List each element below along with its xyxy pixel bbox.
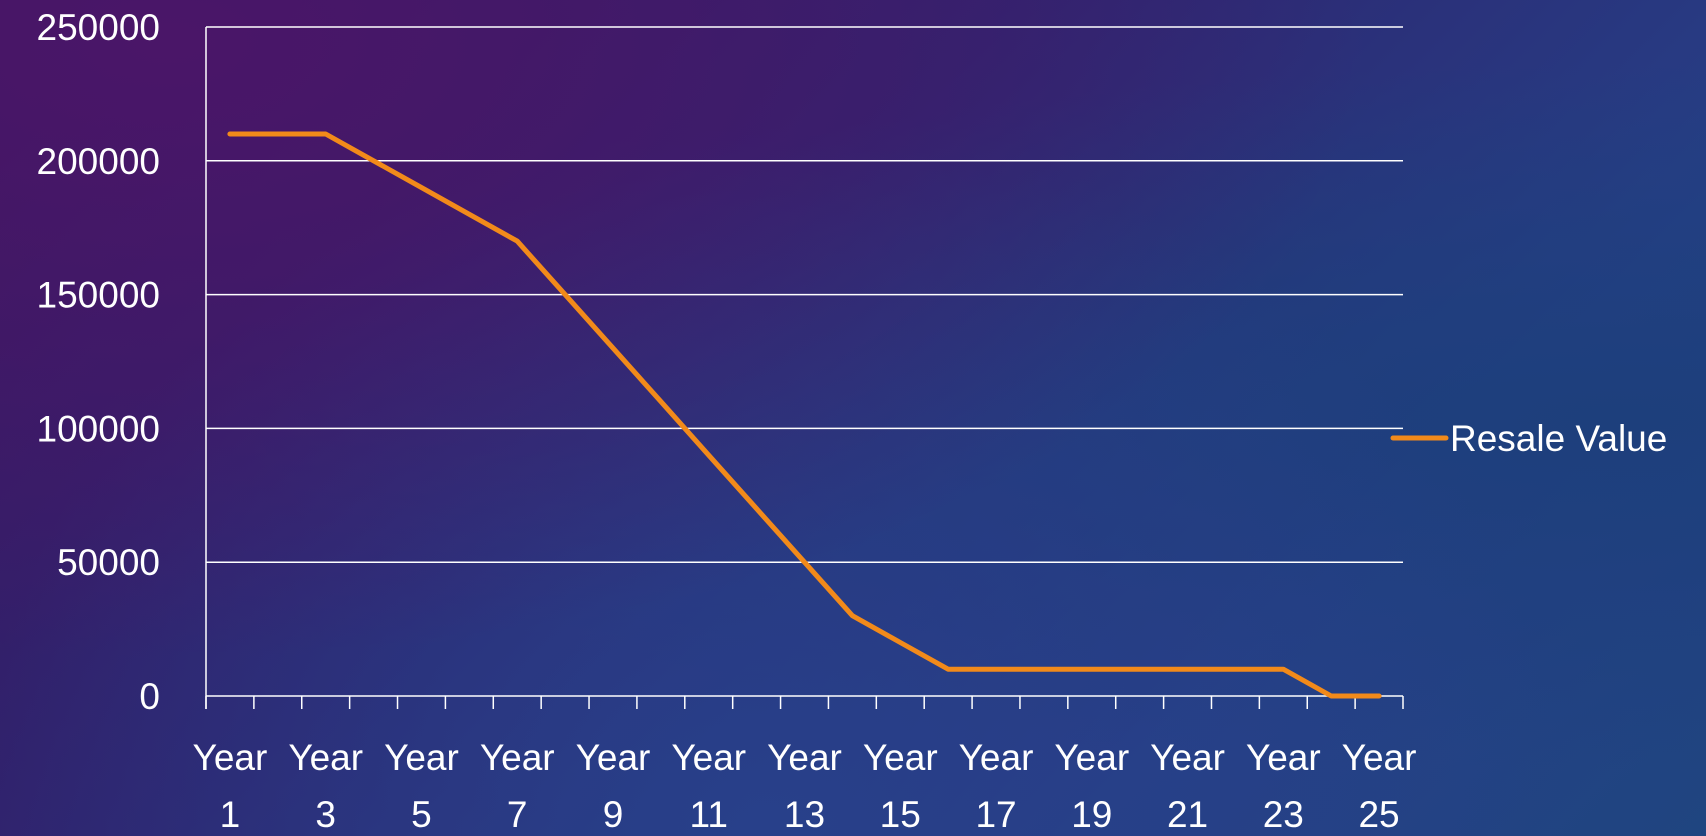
x-tick-label-line1: Year (1054, 737, 1129, 778)
x-tick-label-line1: Year (1246, 737, 1321, 778)
x-tick-label-year-5: Year 5 (384, 737, 459, 835)
series-line-resale-value (230, 134, 1379, 696)
x-tick-label-line1: Year (959, 737, 1034, 778)
x-tick-label-line2: 5 (411, 794, 432, 835)
x-tick-label-line2: 19 (1071, 794, 1112, 835)
x-tick-label-year-9: Year 9 (576, 737, 651, 835)
x-tick-label-year-11: Year 11 (671, 737, 746, 835)
x-tick-label-line1: Year (863, 737, 938, 778)
x-tick-label-line1: Year (480, 737, 555, 778)
x-tick-label-year-1: Year 1 (193, 737, 268, 835)
x-tick-label-line1: Year (384, 737, 459, 778)
y-tick-label-50000: 50000 (57, 542, 160, 583)
x-tick-label-line2: 15 (880, 794, 921, 835)
x-tick-label-line2: 11 (690, 794, 728, 835)
y-tick-label-250000: 250000 (37, 7, 160, 48)
x-tick-label-line2: 3 (315, 794, 336, 835)
x-tick-label-year-17: Year 17 (959, 737, 1034, 835)
x-tick-label-line1: Year (1150, 737, 1225, 778)
x-tick-label-year-25: Year 25 (1342, 737, 1417, 835)
x-tick-label-line2: 25 (1358, 794, 1399, 835)
x-tick-label-line1: Year (671, 737, 746, 778)
y-tick-label-200000: 200000 (37, 141, 160, 182)
x-tick-label-line2: 13 (784, 794, 825, 835)
x-tick-label-year-15: Year 15 (863, 737, 938, 835)
legend-label: Resale Value (1450, 418, 1667, 459)
y-tick-label-150000: 150000 (37, 275, 160, 316)
x-tick-label-year-13: Year 13 (767, 737, 842, 835)
x-tick-label-line2: 21 (1167, 794, 1208, 835)
legend: Resale Value (1393, 418, 1667, 459)
x-tick-label-line2: 23 (1263, 794, 1304, 835)
axes (206, 27, 1403, 709)
x-tick-label-year-23: Year 23 (1246, 737, 1321, 835)
x-tick-label-year-21: Year 21 (1150, 737, 1225, 835)
series-lines (230, 134, 1379, 696)
y-tick-label-0: 0 (139, 676, 160, 717)
x-tick-label-line1: Year (767, 737, 842, 778)
y-tick-label-100000: 100000 (37, 408, 160, 449)
x-tick-label-line1: Year (1342, 737, 1417, 778)
x-tick-label-line1: Year (288, 737, 363, 778)
x-tick-label-year-19: Year 19 (1054, 737, 1129, 835)
x-tick-label-year-7: Year 7 (480, 737, 555, 835)
x-tick-label-line2: 7 (507, 794, 528, 835)
x-tick-label-line1: Year (193, 737, 268, 778)
x-tick-label-line2: 9 (603, 794, 624, 835)
x-tick-label-year-3: Year 3 (288, 737, 363, 835)
y-axis-tick-labels: 0 50000 100000 150000 200000 250000 (37, 7, 160, 717)
x-tick-label-line2: 17 (975, 794, 1016, 835)
x-tick-label-line2: 1 (220, 794, 241, 835)
x-tick-label-line1: Year (576, 737, 651, 778)
gridlines (206, 27, 1403, 562)
